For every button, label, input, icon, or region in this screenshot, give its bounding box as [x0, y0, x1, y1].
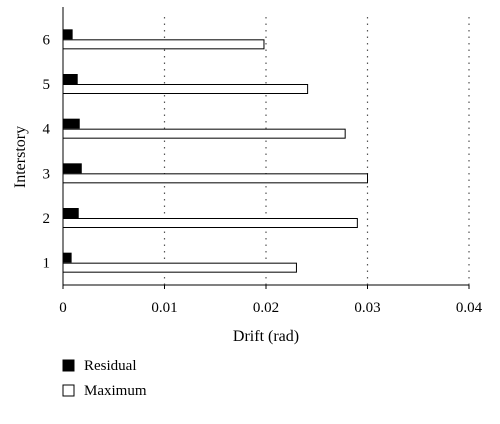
- legend-swatch-maximum: [62, 384, 75, 397]
- bar-residual-5: [62, 74, 78, 84]
- bar-maximum-4: [62, 128, 346, 139]
- x-tick-label-2: 0.02: [253, 300, 279, 316]
- gridlines: [163, 17, 470, 285]
- x-tick-label-3: 0.03: [354, 300, 380, 316]
- bars: [62, 29, 368, 273]
- x-tick-label-4: 0.04: [456, 300, 483, 316]
- bar-residual-3: [62, 163, 82, 174]
- y-tick-label-6: 6: [43, 32, 51, 48]
- bar-residual-2: [62, 208, 79, 218]
- legend-label-residual: Residual: [84, 358, 137, 374]
- bar-maximum-5: [62, 84, 309, 94]
- y-tick-label-2: 2: [43, 211, 51, 227]
- x-axis-title: Drift (rad): [233, 328, 299, 345]
- bar-maximum-1: [62, 262, 297, 273]
- bar-maximum-6: [62, 39, 265, 50]
- bar-maximum-2: [62, 218, 358, 228]
- axes: [62, 7, 470, 289]
- y-axis-title: Interstory: [12, 126, 29, 188]
- legend-label-maximum: Maximum: [84, 383, 147, 399]
- legend: Residual Maximum: [62, 358, 147, 399]
- y-tick-label-3: 3: [43, 166, 51, 182]
- x-tick-label-1: 0.01: [151, 300, 177, 316]
- y-tick-label-4: 4: [43, 122, 51, 138]
- legend-swatch-residual: [62, 359, 75, 372]
- y-tick-label-1: 1: [43, 256, 51, 272]
- bar-maximum-3: [62, 173, 368, 184]
- bar-residual-4: [62, 118, 80, 129]
- tick-labels: 0 0.01 0.02 0.03 0.04 1 2 3 4 5 6: [43, 32, 483, 316]
- bar-residual-6: [62, 29, 73, 40]
- x-tick-label-0: 0: [59, 300, 67, 316]
- y-tick-label-5: 5: [43, 77, 51, 93]
- bar-residual-1: [62, 252, 72, 263]
